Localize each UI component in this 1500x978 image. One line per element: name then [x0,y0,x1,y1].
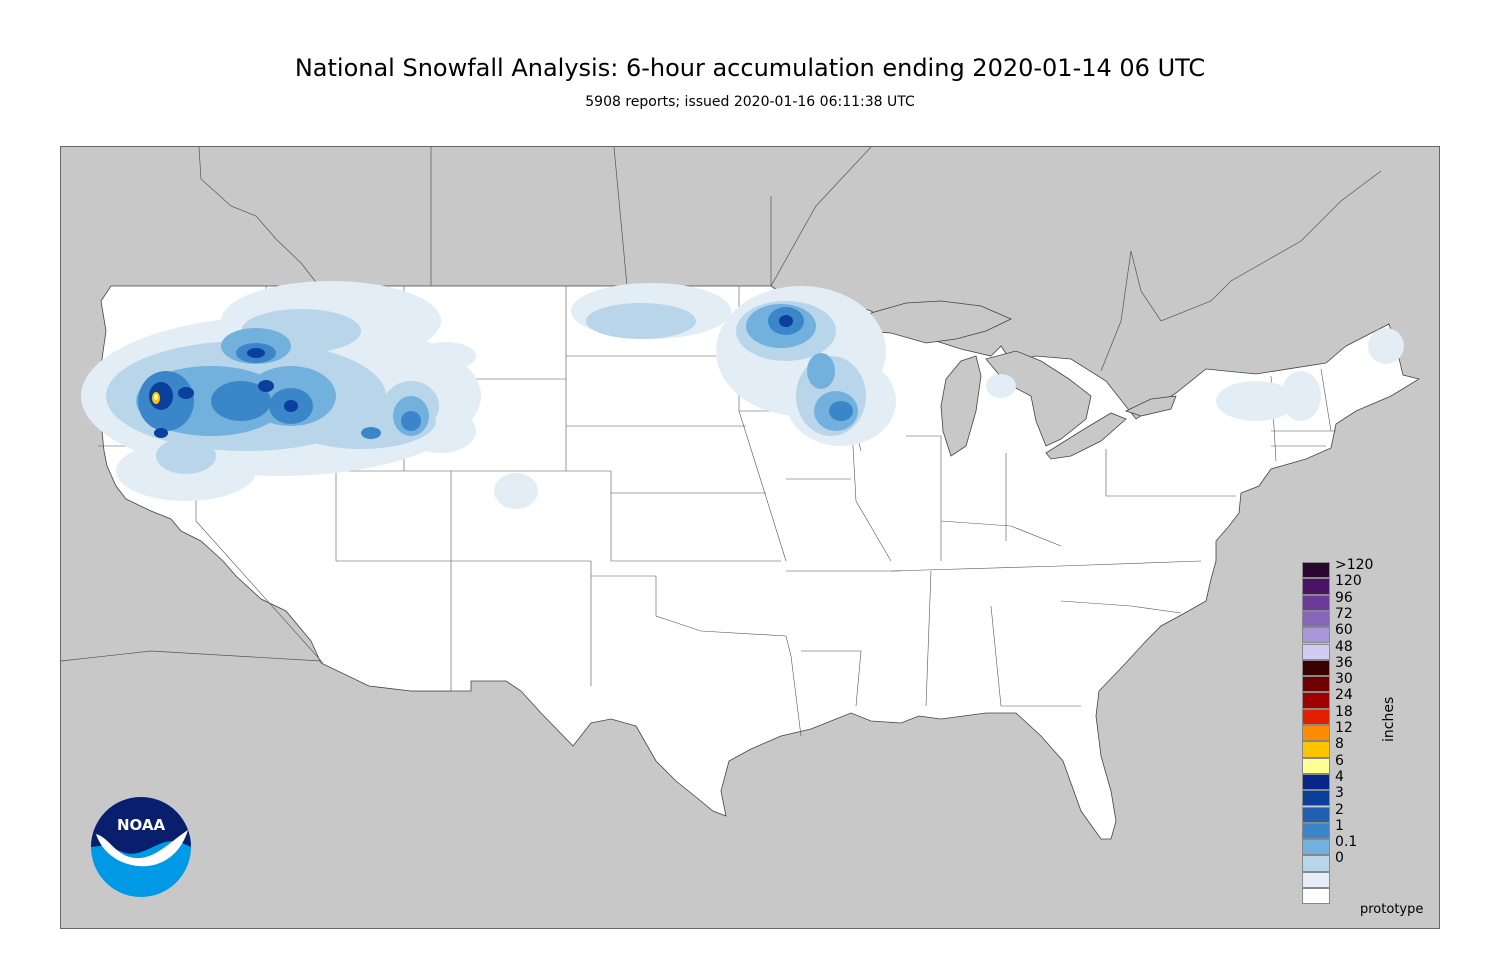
legend-swatch [1302,773,1330,791]
snowfall-shading [81,281,1404,509]
legend-swatch [1302,708,1330,725]
legend-label: 72 [1335,605,1353,622]
us-map-svg [61,147,1421,840]
legend-swatch [1302,692,1330,709]
legend-label: 18 [1335,703,1353,720]
legend-swatch [1302,578,1330,595]
legend-label: 3 [1335,785,1344,802]
legend-swatch [1302,757,1330,774]
map-title: National Snowfall Analysis: 6-hour accum… [294,54,1206,82]
legend-swatch [1302,871,1330,888]
legend-label: >120 [1335,557,1374,573]
map-subtitle: 5908 reports; issued 2020-01-16 06:11:38… [585,94,915,110]
legend-label: 30 [1335,671,1353,688]
noaa-logo: NOAA [91,797,191,897]
legend-label: 60 [1335,622,1353,639]
legend-swatch [1302,594,1330,611]
legend-swatch [1302,855,1330,872]
legend-swatch [1302,888,1330,905]
legend-label: 1 [1335,817,1344,834]
legend-label: 0.1 [1335,834,1358,851]
snowfall-map [60,146,1440,929]
legend-label: 12 [1335,720,1353,736]
legend-label: 8 [1335,736,1344,753]
legend-label: 120 [1335,573,1362,590]
legend-swatch [1302,839,1330,856]
legend-swatch [1302,741,1330,758]
legend-swatch [1302,822,1330,840]
legend-label: 6 [1335,752,1344,769]
legend-swatch [1302,610,1330,628]
legend-swatch [1302,806,1330,823]
legend-label: 4 [1335,768,1344,785]
noaa-logo-text: NOAA [117,816,166,834]
legend-swatch [1302,643,1330,660]
legend-swatch [1302,790,1330,807]
legend-swatch [1302,562,1330,579]
legend-label: 2 [1335,801,1344,818]
legend-swatch [1302,659,1330,677]
legend-swatch [1302,725,1330,742]
prototype-note: prototype [1360,902,1424,917]
legend-label: 36 [1335,654,1353,671]
legend-swatch [1302,676,1330,693]
legend-label: 0 [1335,850,1344,867]
legend-label: 24 [1335,687,1353,704]
legend-label: 96 [1335,589,1353,606]
legend-swatch [1302,627,1330,644]
legend-unit-label: inches [1381,696,1397,742]
legend-label: 48 [1335,638,1353,655]
great-lakes [837,300,1177,460]
